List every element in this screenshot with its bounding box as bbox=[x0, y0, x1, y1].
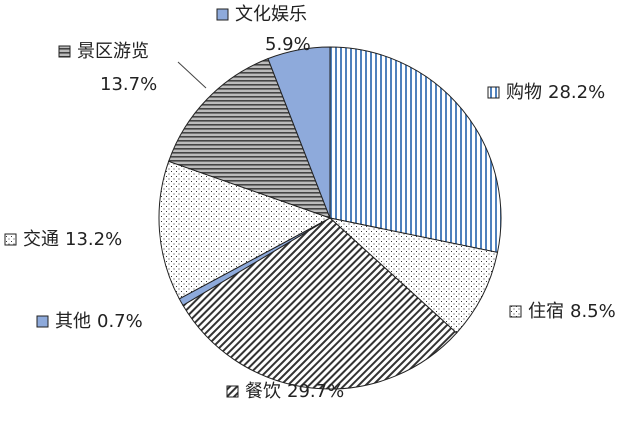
pie-slice bbox=[267, 46, 331, 219]
pie-slice bbox=[168, 57, 331, 219]
pie-slice bbox=[329, 46, 502, 254]
value-label: 13.2% bbox=[65, 229, 122, 250]
legend-marker bbox=[58, 45, 71, 58]
legend-marker bbox=[487, 86, 500, 99]
category-label: 餐饮 bbox=[245, 381, 281, 402]
pie-slice bbox=[182, 217, 458, 390]
value-label: 29.7% bbox=[287, 381, 344, 402]
category-label: 购物 bbox=[506, 82, 542, 103]
category-label: 景区游览 bbox=[77, 41, 149, 62]
leader-line bbox=[177, 61, 207, 89]
legend-marker bbox=[226, 385, 239, 398]
legend-marker bbox=[509, 305, 522, 318]
value-label: 5.9% bbox=[265, 34, 311, 55]
pie-slice bbox=[158, 160, 332, 300]
pie-slice bbox=[328, 217, 499, 334]
value-label: 0.7% bbox=[97, 311, 143, 332]
category-label: 交通 bbox=[23, 229, 59, 250]
value-label: 8.5% bbox=[570, 301, 616, 322]
category-label: 其他 bbox=[55, 311, 91, 332]
category-label: 住宿 bbox=[528, 301, 564, 322]
category-label: 文化娱乐 bbox=[235, 4, 307, 25]
value-label: 13.7% bbox=[100, 74, 157, 95]
value-label: 28.2% bbox=[548, 82, 605, 103]
legend-marker bbox=[4, 233, 17, 246]
legend-marker bbox=[36, 315, 49, 328]
legend-marker bbox=[216, 8, 229, 21]
